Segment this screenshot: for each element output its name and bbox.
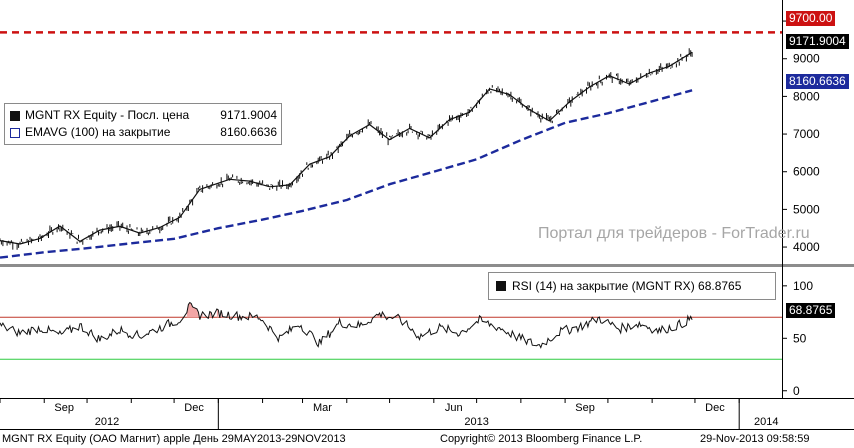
month-tick-label: Jun bbox=[445, 402, 463, 414]
footer-copyright: Copyright© 2013 Bloomberg Finance L.P. bbox=[440, 433, 643, 445]
legend-ema-value: 8160.6636 bbox=[220, 125, 277, 139]
rsi-line bbox=[0, 301, 693, 349]
ema-value-tag: 8160.6636 bbox=[786, 74, 849, 89]
rsi-legend: RSI (14) на закрытие (MGNT RX) 68.8765 bbox=[488, 272, 776, 300]
month-tick-label: Dec bbox=[705, 402, 725, 414]
month-tick-label: Mar bbox=[313, 402, 332, 414]
price-tick-label: 4000 bbox=[793, 240, 820, 254]
legend-rsi-label: RSI (14) на закрытие (MGNT RX) bbox=[512, 279, 695, 293]
price-tick-label: 8000 bbox=[793, 89, 820, 103]
rsi-tick-label: 50 bbox=[793, 331, 807, 345]
price-tick-label: 5000 bbox=[793, 202, 820, 216]
rsi-overbought-fill bbox=[376, 312, 383, 318]
price-close-line bbox=[0, 51, 693, 245]
last-price-tag: 9171.9004 bbox=[786, 34, 849, 49]
price-panel bbox=[0, 31, 782, 259]
year-tick-label: 2012 bbox=[95, 416, 119, 428]
legend-row-ema: EMAVG (100) на закрытие 8160.6636 bbox=[10, 124, 277, 141]
legend-price-value: 9171.9004 bbox=[220, 108, 277, 122]
rsi-tick-label: 100 bbox=[793, 279, 813, 293]
legend-rsi-value: 68.8765 bbox=[698, 279, 742, 293]
footer-timestamp: 29-Nov-2013 09:58:59 bbox=[700, 433, 810, 445]
rsi-overbought-fill bbox=[186, 302, 199, 318]
price-swatch-icon bbox=[10, 110, 20, 121]
footer-security-info: MGNT RX Equity (ОАО Магнит) apple День 2… bbox=[2, 433, 346, 445]
legend-price-label: MGNT RX Equity - Посл. цена bbox=[25, 108, 190, 122]
rsi-overbought-fill bbox=[216, 309, 219, 318]
price-bars bbox=[0, 48, 693, 250]
rsi-value-tag: 68.8765 bbox=[786, 303, 836, 318]
month-tick-label: Sep bbox=[575, 402, 595, 414]
year-tick-label: 2014 bbox=[754, 416, 778, 428]
legend-ema-label: EMAVG (100) на закрытие bbox=[25, 125, 171, 139]
ema-line bbox=[0, 89, 693, 259]
axes: 40005000600070008000900010000050100SepDe… bbox=[0, 0, 854, 430]
reference-line-tag: 9700.00 bbox=[786, 11, 836, 26]
price-tick-label: 9000 bbox=[793, 52, 820, 66]
price-tick-label: 7000 bbox=[793, 127, 820, 141]
price-legend: MGNT RX Equity - Посл. цена 9171.9004 EM… bbox=[4, 103, 282, 145]
year-tick-label: 2013 bbox=[464, 416, 488, 428]
month-tick-label: Dec bbox=[184, 402, 204, 414]
rsi-tick-label: 0 bbox=[793, 384, 800, 398]
watermark: Портал для трейдеров - ForTrader.ru bbox=[538, 225, 810, 242]
price-tick-label: 6000 bbox=[793, 165, 820, 179]
month-tick-label: Sep bbox=[54, 402, 74, 414]
price-bar-series bbox=[0, 48, 693, 250]
ema-swatch-icon bbox=[10, 127, 20, 138]
rsi-swatch-icon bbox=[496, 281, 506, 291]
rsi-panel bbox=[0, 301, 782, 360]
legend-row-price: MGNT RX Equity - Посл. цена 9171.9004 bbox=[10, 107, 277, 124]
